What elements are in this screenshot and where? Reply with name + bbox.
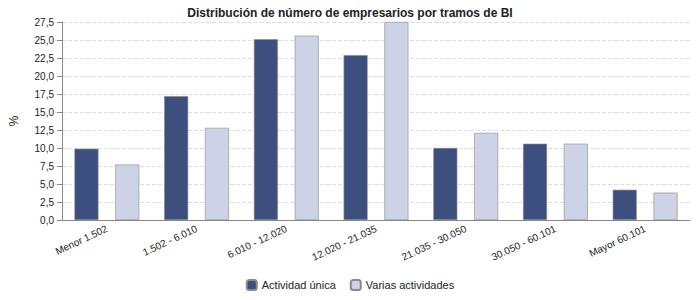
svg-text:15,0: 15,0 (35, 107, 55, 118)
svg-text:6.010 - 12.020: 6.010 - 12.020 (226, 223, 289, 260)
svg-text:10,0: 10,0 (35, 143, 55, 154)
svg-text:Distribución de número de empr: Distribución de número de empresarios po… (187, 6, 512, 20)
svg-text:2,5: 2,5 (40, 197, 54, 208)
svg-text:25,0: 25,0 (35, 35, 55, 46)
svg-text:30.050 - 60.101: 30.050 - 60.101 (490, 223, 558, 263)
svg-text:1.502 - 6.010: 1.502 - 6.010 (141, 223, 199, 258)
svg-text:21.035 - 30.050: 21.035 - 30.050 (400, 223, 468, 263)
svg-text:Menor 1.502: Menor 1.502 (54, 223, 110, 257)
svg-text:Varias actividades: Varias actividades (366, 279, 455, 291)
svg-text:12,5: 12,5 (35, 125, 55, 136)
svg-text:5,0: 5,0 (40, 179, 54, 190)
svg-text:22,5: 22,5 (35, 53, 55, 64)
svg-text:17,5: 17,5 (35, 89, 55, 100)
svg-text:7,5: 7,5 (40, 161, 54, 172)
svg-text:12.020 - 21.035: 12.020 - 21.035 (310, 223, 378, 263)
svg-text:Mayor 60.101: Mayor 60.101 (587, 223, 647, 259)
svg-text:0,0: 0,0 (40, 215, 54, 226)
svg-text:20,0: 20,0 (35, 71, 55, 82)
svg-text:%: % (7, 115, 21, 126)
svg-text:Actividad única: Actividad única (262, 279, 337, 291)
svg-text:27,5: 27,5 (35, 17, 55, 28)
